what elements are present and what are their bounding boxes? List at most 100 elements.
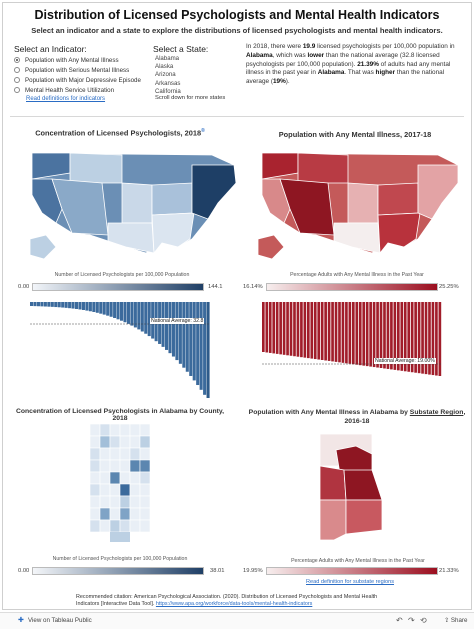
us-psych-bar[interactable] xyxy=(144,302,148,334)
al-county[interactable] xyxy=(129,519,141,533)
al-county[interactable] xyxy=(139,483,151,497)
us-psych-bar[interactable] xyxy=(36,302,40,307)
us-psych-bar-chart[interactable] xyxy=(30,302,210,398)
us-psych-bar[interactable] xyxy=(75,302,79,309)
al-county[interactable] xyxy=(99,495,111,509)
us-ami-bar[interactable] xyxy=(369,302,372,367)
substate-definitions-link[interactable]: Read definition for substate regions xyxy=(306,579,395,585)
us-psych-bar[interactable] xyxy=(99,302,103,314)
us-ami-bar[interactable] xyxy=(310,302,314,359)
us-psych-bar[interactable] xyxy=(189,302,193,376)
us-ami-bar[interactable] xyxy=(307,302,310,359)
us-psych-bar[interactable] xyxy=(120,302,124,321)
us-psych-bar[interactable] xyxy=(64,302,68,308)
us-ami-bar[interactable] xyxy=(334,302,338,362)
us-psych-bar[interactable] xyxy=(182,302,186,368)
al-county[interactable] xyxy=(129,447,141,461)
us-ami-bar[interactable] xyxy=(417,302,421,374)
al-county[interactable] xyxy=(99,507,111,521)
al-county[interactable] xyxy=(109,423,121,437)
al-county[interactable] xyxy=(109,435,121,449)
al-county[interactable] xyxy=(129,435,141,449)
us-ami-bar[interactable] xyxy=(272,302,276,354)
al-county[interactable] xyxy=(119,435,131,449)
al-county[interactable] xyxy=(129,507,141,521)
al-county[interactable] xyxy=(139,507,151,521)
state-item-alabama[interactable]: Alabama xyxy=(155,55,180,62)
us-psych-bar[interactable] xyxy=(168,302,172,354)
us-ami-bar[interactable] xyxy=(403,302,407,372)
us-ami-bar[interactable] xyxy=(324,302,327,361)
revert-icon[interactable]: ⟲ xyxy=(420,616,427,625)
us-ami-bar[interactable] xyxy=(352,302,355,365)
us-psych-bar[interactable] xyxy=(171,302,175,357)
us-psych-bar[interactable] xyxy=(109,302,113,317)
us-ami-bar[interactable] xyxy=(345,302,348,364)
al-county[interactable] xyxy=(139,519,151,533)
us-ami-bar[interactable] xyxy=(313,302,317,360)
al-county[interactable] xyxy=(89,519,101,533)
us-ami-bar[interactable] xyxy=(268,302,272,353)
indicator-option-service-utilization[interactable]: Mental Health Service Utilization xyxy=(14,85,141,95)
us-ami-bar[interactable] xyxy=(414,302,417,373)
us-psych-bar[interactable] xyxy=(192,302,196,381)
us-psych-bar[interactable] xyxy=(81,302,85,311)
indicator-option-major-depressive-episode[interactable]: Population with Major Depressive Episode xyxy=(14,75,141,85)
al-county[interactable] xyxy=(119,471,131,485)
al-county[interactable] xyxy=(129,459,141,473)
us-ami-bar[interactable] xyxy=(275,302,279,354)
us-psych-bar[interactable] xyxy=(47,302,51,307)
us-psych-bar[interactable] xyxy=(30,302,34,306)
us-ami-bar[interactable] xyxy=(438,302,442,376)
us-psych-bar[interactable] xyxy=(130,302,134,326)
us-psych-bar[interactable] xyxy=(57,302,61,308)
us-psych-bar[interactable] xyxy=(106,302,110,316)
us-ami-bar[interactable] xyxy=(372,302,376,368)
us-ami-bar[interactable] xyxy=(320,302,324,360)
us-ami-bar[interactable] xyxy=(386,302,390,369)
us-psych-bar[interactable] xyxy=(185,302,189,372)
us-psych-bar[interactable] xyxy=(133,302,137,328)
al-county[interactable] xyxy=(109,447,121,461)
citation-link[interactable]: https://www.apa.org/workforce/data-tools… xyxy=(155,601,313,607)
state-item-alaska[interactable]: Alaska xyxy=(155,63,174,71)
us-psych-bar[interactable] xyxy=(161,302,165,347)
al-county[interactable] xyxy=(99,459,111,473)
us-psych-bar[interactable] xyxy=(43,302,47,307)
us-ami-bar[interactable] xyxy=(424,302,428,375)
al-county[interactable] xyxy=(139,435,151,449)
us-ami-bar[interactable] xyxy=(296,302,300,357)
us-ami-bar[interactable] xyxy=(279,302,282,355)
us-psych-bar[interactable] xyxy=(92,302,96,312)
us-ami-bar[interactable] xyxy=(362,302,366,366)
al-county[interactable] xyxy=(119,483,131,497)
us-ami-bar[interactable] xyxy=(431,302,435,376)
al-county[interactable] xyxy=(89,483,101,497)
us-ami-bar[interactable] xyxy=(407,302,411,372)
us-psych-bar[interactable] xyxy=(78,302,82,310)
us-ami-bar[interactable] xyxy=(300,302,303,358)
us-ami-bar[interactable] xyxy=(397,302,400,371)
al-county[interactable] xyxy=(119,447,131,461)
state-item-california[interactable]: California xyxy=(155,87,181,95)
al-county[interactable] xyxy=(129,495,141,509)
us-psych-bar[interactable] xyxy=(126,302,130,324)
us-psych-bar[interactable] xyxy=(175,302,179,361)
us-psych-bar[interactable] xyxy=(54,302,58,308)
redo-icon[interactable]: ↷ xyxy=(408,616,415,625)
us-psych-bar[interactable] xyxy=(88,302,92,312)
us-ami-bar-chart[interactable] xyxy=(262,302,442,382)
us-ami-bar[interactable] xyxy=(348,302,352,364)
indicator-definitions-link[interactable]: Read definitions for indicators xyxy=(26,96,106,102)
indicator-option-any-mental-illness[interactable]: Population with Any Mental Illness xyxy=(14,55,141,65)
state-item-arkansas[interactable]: Arkansas xyxy=(155,79,181,87)
us-ami-bar[interactable] xyxy=(355,302,359,365)
al-psych-map[interactable] xyxy=(84,422,164,548)
al-county[interactable] xyxy=(89,507,101,521)
us-ami-bar[interactable] xyxy=(293,302,296,357)
us-psych-bar[interactable] xyxy=(113,302,117,318)
us-ami-bar[interactable] xyxy=(390,302,393,370)
al-county[interactable] xyxy=(119,495,131,509)
us-psych-bar[interactable] xyxy=(199,302,203,390)
al-county[interactable] xyxy=(109,471,121,485)
